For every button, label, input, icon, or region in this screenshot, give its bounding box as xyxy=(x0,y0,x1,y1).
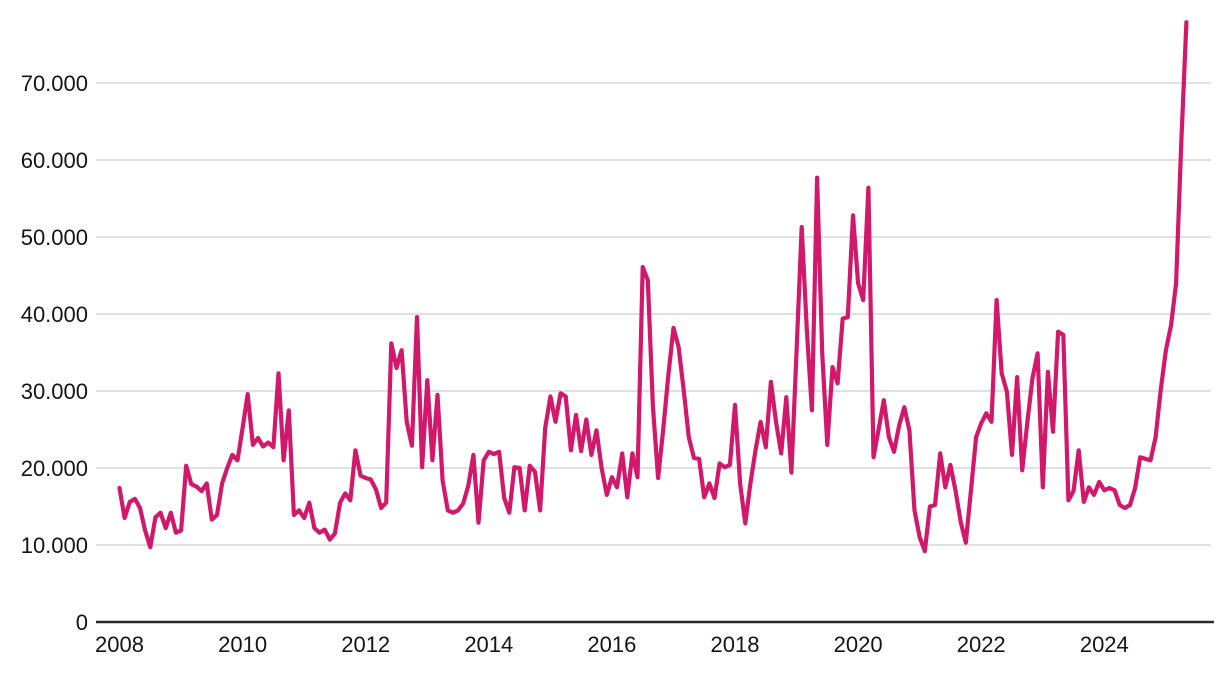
x-tick-label: 2016 xyxy=(587,632,636,657)
x-tick-label: 2014 xyxy=(464,632,513,657)
x-tick-label: 2010 xyxy=(218,632,267,657)
y-tick-label: 40.000 xyxy=(21,302,88,327)
x-tick-label: 2024 xyxy=(1080,632,1129,657)
x-tick-label: 2008 xyxy=(95,632,144,657)
y-tick-label: 70.000 xyxy=(21,71,88,96)
y-tick-label: 30.000 xyxy=(21,379,88,404)
y-tick-label: 10.000 xyxy=(21,533,88,558)
x-tick-label: 2012 xyxy=(341,632,390,657)
y-tick-label: 50.000 xyxy=(21,225,88,250)
y-tick-label: 20.000 xyxy=(21,456,88,481)
y-tick-label: 60.000 xyxy=(21,148,88,173)
x-tick-label: 2018 xyxy=(711,632,760,657)
series-line xyxy=(117,20,1189,554)
x-tick-label: 2020 xyxy=(834,632,883,657)
x-tick-label: 2022 xyxy=(957,632,1006,657)
y-tick-label: 0 xyxy=(76,610,88,635)
